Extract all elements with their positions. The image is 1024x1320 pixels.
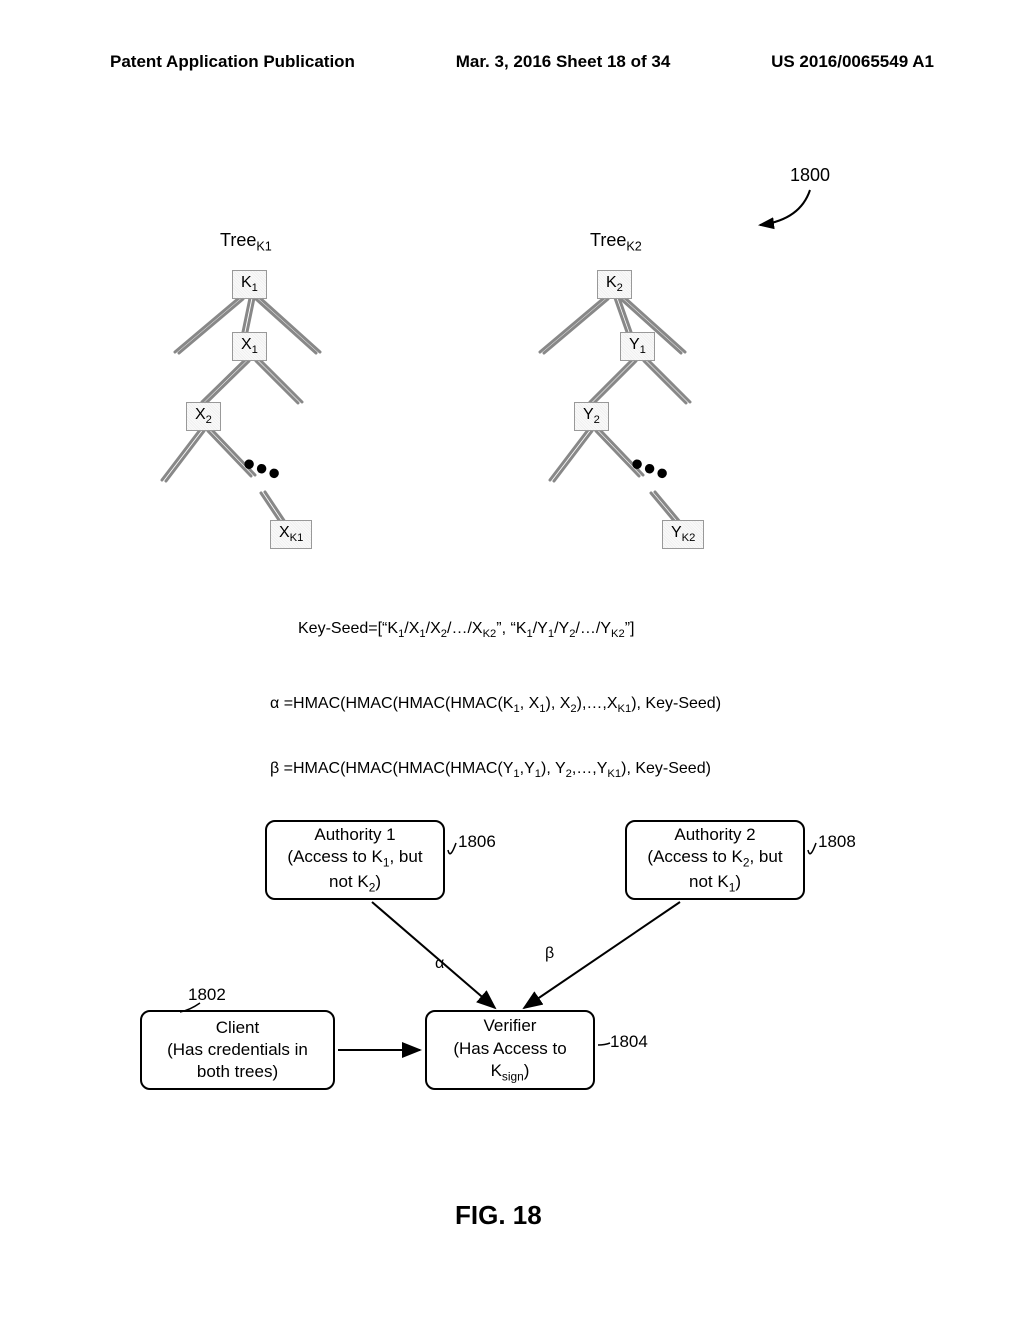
verifier-line3: Ksign)	[491, 1060, 530, 1085]
tree1-node-x2: X2	[186, 402, 221, 431]
tree1-label-text: Tree	[220, 230, 256, 250]
verifier-ref: 1804	[610, 1032, 648, 1052]
verifier-line1: Verifier	[484, 1015, 537, 1037]
tree2-node-y1: Y1	[620, 332, 655, 361]
formula-beta: β =HMAC(HMAC(HMAC(HMAC(Y1,Y1), Y2,…,YK1)…	[270, 760, 711, 780]
authority2-line3: not K1)	[689, 871, 741, 896]
client-line3: both trees)	[197, 1061, 278, 1083]
tree1-dots: ●●●	[239, 449, 285, 487]
block-arrows	[0, 0, 1024, 1320]
authority1-ref: 1806	[458, 832, 496, 852]
authority2-line1: Authority 2	[674, 824, 755, 846]
authority1-line3: not K2)	[329, 871, 381, 896]
tree-edges	[0, 0, 1024, 1320]
header-left: Patent Application Publication	[110, 52, 355, 72]
verifier-line2: (Has Access to	[453, 1038, 566, 1060]
authority2-line2: (Access to K2, but	[647, 846, 782, 871]
authority1-box: Authority 1 (Access to K1, but not K2)	[265, 820, 445, 900]
authority2-ref: 1808	[818, 832, 856, 852]
figure-caption: FIG. 18	[455, 1200, 542, 1231]
patent-figure-page: Patent Application Publication Mar. 3, 2…	[0, 0, 1024, 1320]
tree2-label-text: Tree	[590, 230, 626, 250]
tree2-node-root: K2	[597, 270, 632, 299]
tree2-label: TreeK2	[590, 230, 642, 254]
header-right: US 2016/0065549 A1	[771, 52, 934, 72]
tree1-node-root: K1	[232, 270, 267, 299]
alpha-edge-label: α	[435, 955, 444, 973]
authority2-box: Authority 2 (Access to K2, but not K1)	[625, 820, 805, 900]
tree2-label-sub: K2	[626, 240, 641, 254]
client-box: Client (Has credentials in both trees)	[140, 1010, 335, 1090]
beta-edge-label: β	[545, 945, 554, 963]
tree2-node-y2: Y2	[574, 402, 609, 431]
formula-alpha: α =HMAC(HMAC(HMAC(HMAC(K1, X1), X2),…,XK…	[270, 695, 721, 715]
ref-arrow-1800	[0, 0, 1024, 1320]
tree2-node-leaf: YK2	[662, 520, 704, 549]
client-line1: Client	[216, 1017, 259, 1039]
figure-ref-1800: 1800	[790, 165, 830, 186]
client-line2: (Has credentials in	[167, 1039, 308, 1061]
header-center: Mar. 3, 2016 Sheet 18 of 34	[456, 52, 671, 72]
authority1-line2: (Access to K1, but	[287, 846, 422, 871]
authority1-line1: Authority 1	[314, 824, 395, 846]
tree2-dots: ●●●	[627, 449, 673, 487]
tree1-label: TreeK1	[220, 230, 272, 254]
verifier-box: Verifier (Has Access to Ksign)	[425, 1010, 595, 1090]
page-header: Patent Application Publication Mar. 3, 2…	[110, 52, 934, 72]
client-ref: 1802	[188, 985, 226, 1005]
tree1-node-x1: X1	[232, 332, 267, 361]
formula-key-seed: Key-Seed=[“K1/X1/X2/…/XK2”, “K1/Y1/Y2/…/…	[298, 620, 634, 640]
tree1-label-sub: K1	[256, 240, 271, 254]
tree1-node-leaf: XK1	[270, 520, 312, 549]
